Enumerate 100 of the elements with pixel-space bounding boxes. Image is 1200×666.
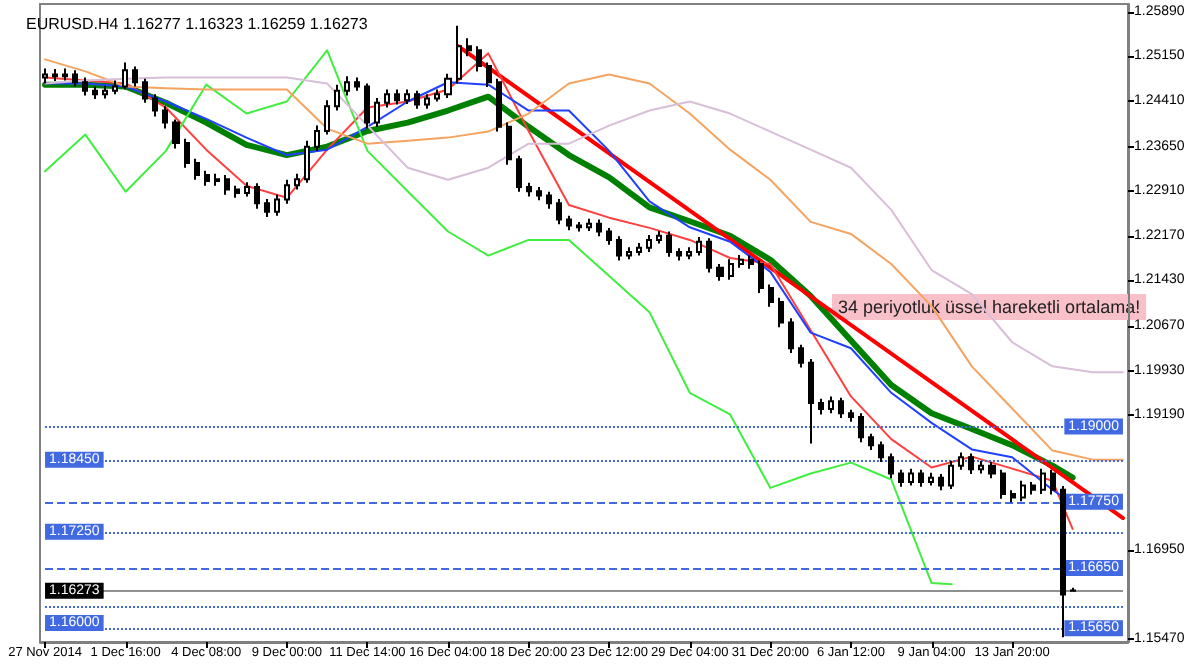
candlestick bbox=[1060, 485, 1066, 639]
candlestick bbox=[132, 65, 138, 88]
candlestick bbox=[1040, 467, 1046, 495]
candlestick bbox=[404, 88, 410, 105]
candlestick bbox=[808, 358, 814, 445]
candlestick bbox=[42, 67, 48, 85]
candlestick bbox=[214, 172, 220, 187]
candlestick bbox=[354, 76, 360, 92]
candlestick bbox=[476, 45, 482, 73]
candlestick bbox=[768, 283, 774, 308]
candlestick bbox=[334, 83, 340, 112]
candlestick bbox=[848, 408, 854, 423]
candlestick bbox=[868, 432, 874, 451]
candlestick bbox=[948, 459, 954, 491]
candlestick bbox=[496, 77, 502, 133]
candlestick bbox=[878, 440, 884, 464]
candlestick bbox=[194, 157, 200, 181]
candlestick bbox=[72, 69, 78, 88]
candlestick bbox=[264, 198, 270, 219]
candlestick bbox=[152, 93, 158, 118]
candlestick bbox=[162, 105, 168, 130]
candlestick bbox=[556, 198, 562, 226]
candlestick bbox=[818, 397, 824, 416]
candlestick bbox=[224, 173, 230, 196]
candlestick bbox=[82, 76, 88, 97]
candlestick bbox=[456, 24, 462, 85]
candlestick bbox=[918, 468, 924, 488]
candlestick bbox=[596, 218, 602, 238]
candlestick bbox=[394, 88, 400, 106]
candlestick bbox=[716, 263, 724, 282]
candlestick bbox=[526, 181, 532, 198]
candlestick bbox=[466, 37, 472, 58]
candlestick bbox=[656, 229, 662, 245]
candlestick bbox=[1020, 479, 1026, 503]
candlestick bbox=[1000, 468, 1006, 500]
candlestick bbox=[676, 247, 682, 262]
candlestick bbox=[244, 181, 250, 198]
candlestick bbox=[758, 259, 764, 294]
candlestick bbox=[958, 451, 964, 471]
candlestick bbox=[284, 178, 290, 205]
candlestick bbox=[576, 220, 582, 233]
candlestick bbox=[738, 253, 744, 269]
candlestick bbox=[304, 139, 310, 184]
candlestick bbox=[968, 452, 974, 476]
candlestick bbox=[788, 317, 794, 355]
candlestick bbox=[978, 459, 984, 475]
candlestick bbox=[506, 121, 512, 166]
candlestick bbox=[546, 190, 552, 210]
candlestick bbox=[172, 118, 180, 150]
candlestick bbox=[586, 217, 592, 232]
candlestick bbox=[274, 193, 280, 217]
candlestick bbox=[888, 452, 894, 480]
candlestick bbox=[858, 412, 864, 444]
candlestick bbox=[908, 467, 914, 487]
candlestick bbox=[666, 230, 672, 258]
candlestick bbox=[294, 172, 300, 191]
candlestick bbox=[424, 93, 430, 110]
candlestick bbox=[204, 169, 210, 187]
text: EURUSD.H4 1.16277 1.16323 1.16259 1.16273 bbox=[26, 15, 369, 33]
candlestick bbox=[314, 124, 320, 152]
candlestick bbox=[938, 473, 944, 492]
candlestick bbox=[748, 254, 754, 270]
candlestick bbox=[828, 395, 834, 415]
candlestick bbox=[184, 137, 190, 169]
candlestick bbox=[52, 68, 58, 83]
candlestick bbox=[374, 96, 380, 128]
candlestick bbox=[62, 67, 68, 82]
candlestick bbox=[636, 241, 642, 257]
candlestick bbox=[798, 343, 804, 369]
candlestick bbox=[778, 296, 784, 329]
candlestick bbox=[898, 468, 904, 488]
candlestick bbox=[1010, 489, 1016, 504]
candlestick bbox=[696, 235, 702, 257]
candlestick bbox=[1030, 480, 1036, 496]
candlestick bbox=[606, 226, 612, 246]
candlestick bbox=[928, 471, 934, 487]
candlestick bbox=[536, 185, 542, 202]
candlestick bbox=[728, 258, 734, 281]
candlestick bbox=[112, 79, 118, 96]
candlestick bbox=[92, 85, 98, 101]
candlestick bbox=[254, 182, 260, 210]
candlestick bbox=[1050, 468, 1056, 496]
candlestick bbox=[444, 72, 452, 99]
candlestick bbox=[1070, 586, 1076, 593]
candlestick bbox=[646, 234, 652, 253]
candlestick bbox=[414, 89, 420, 110]
candlestick bbox=[516, 154, 522, 193]
candlestick bbox=[988, 461, 996, 480]
candlestick bbox=[142, 77, 148, 104]
candlestick bbox=[324, 99, 330, 136]
candlestick bbox=[384, 88, 390, 109]
candlestick bbox=[102, 84, 108, 100]
candlestick bbox=[626, 246, 632, 261]
candlestick bbox=[838, 396, 844, 420]
candlestick bbox=[686, 246, 692, 261]
candlestick bbox=[486, 61, 492, 89]
candlestick bbox=[706, 237, 712, 274]
candlestick bbox=[364, 82, 370, 130]
candlestick bbox=[344, 75, 350, 97]
candlestick bbox=[434, 88, 440, 103]
